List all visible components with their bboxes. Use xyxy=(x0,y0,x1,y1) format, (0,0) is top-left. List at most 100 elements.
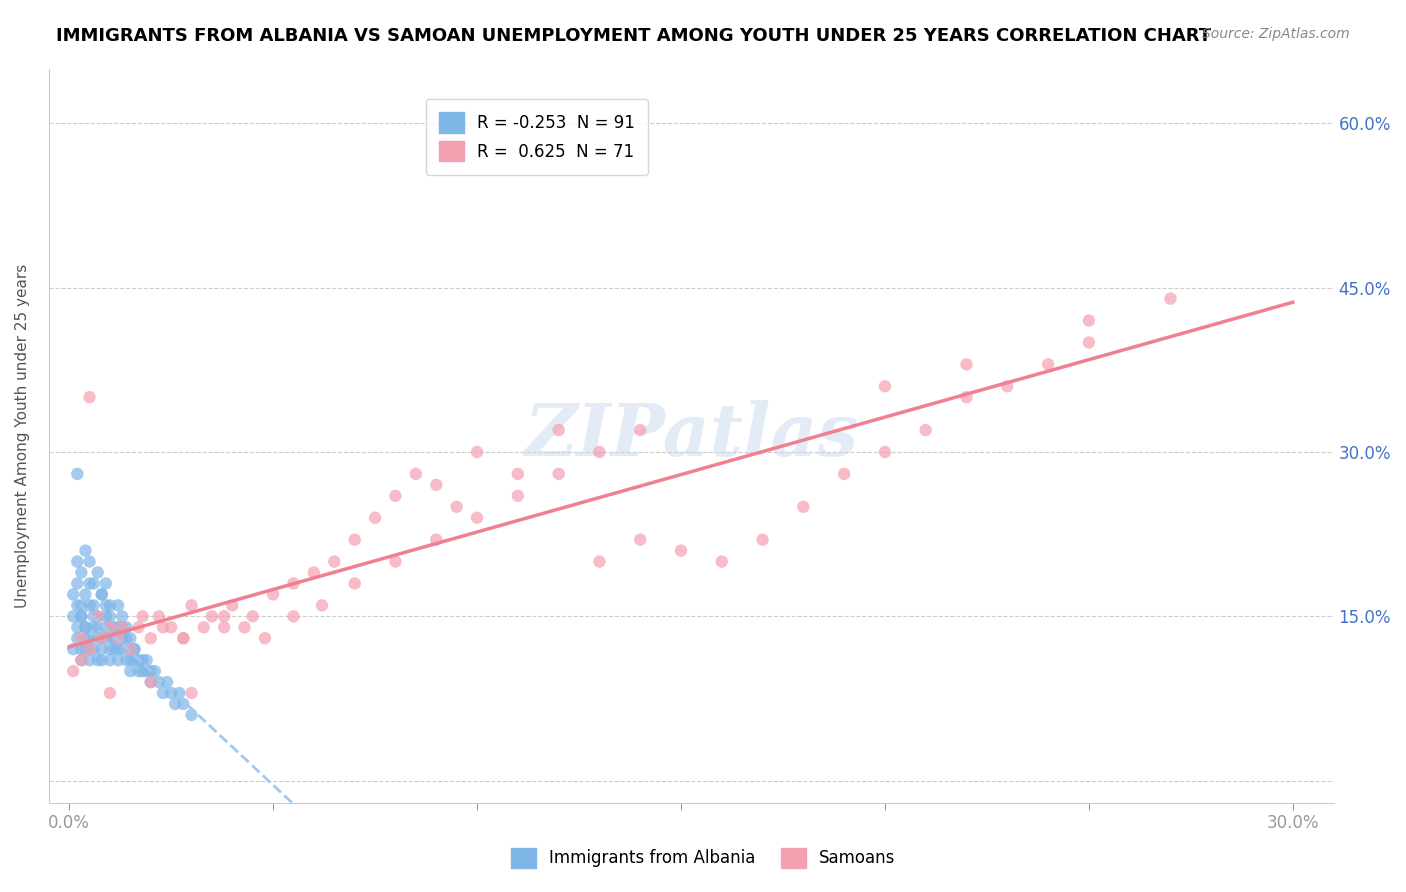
Point xyxy=(343,533,366,547)
Point xyxy=(111,620,134,634)
Point xyxy=(242,609,264,624)
Point xyxy=(1077,335,1099,350)
Point xyxy=(588,555,610,569)
Point xyxy=(262,587,284,601)
Point xyxy=(127,664,149,678)
Point xyxy=(98,599,121,613)
Point xyxy=(94,632,117,646)
Point xyxy=(143,664,166,678)
Point xyxy=(115,653,138,667)
Point xyxy=(90,632,112,646)
Point xyxy=(79,642,101,657)
Point xyxy=(103,632,125,646)
Point xyxy=(1036,357,1059,371)
Point xyxy=(405,467,427,481)
Point xyxy=(628,533,651,547)
Point xyxy=(98,686,121,700)
Point xyxy=(120,653,142,667)
Point xyxy=(201,609,224,624)
Point xyxy=(79,653,101,667)
Point xyxy=(139,632,162,646)
Point xyxy=(70,642,93,657)
Point xyxy=(124,642,146,657)
Point xyxy=(86,609,108,624)
Point xyxy=(83,620,105,634)
Point xyxy=(127,620,149,634)
Point xyxy=(62,642,84,657)
Point xyxy=(212,620,235,634)
Point xyxy=(120,664,142,678)
Point xyxy=(384,555,406,569)
Point xyxy=(955,357,977,371)
Point xyxy=(120,632,142,646)
Point xyxy=(253,632,276,646)
Point xyxy=(90,632,112,646)
Text: Source: ZipAtlas.com: Source: ZipAtlas.com xyxy=(1202,27,1350,41)
Point xyxy=(75,642,97,657)
Y-axis label: Unemployment Among Youth under 25 years: Unemployment Among Youth under 25 years xyxy=(15,263,30,607)
Point xyxy=(955,390,977,404)
Point xyxy=(323,555,346,569)
Point xyxy=(139,675,162,690)
Point xyxy=(135,653,157,667)
Point xyxy=(90,587,112,601)
Point xyxy=(79,642,101,657)
Point xyxy=(120,642,142,657)
Point xyxy=(75,587,97,601)
Point xyxy=(107,642,129,657)
Point xyxy=(86,632,108,646)
Point xyxy=(873,379,896,393)
Point xyxy=(70,599,93,613)
Point xyxy=(66,599,89,613)
Point xyxy=(160,686,183,700)
Point xyxy=(135,664,157,678)
Point xyxy=(94,576,117,591)
Point xyxy=(124,653,146,667)
Point xyxy=(172,697,194,711)
Point xyxy=(94,609,117,624)
Point xyxy=(79,576,101,591)
Point xyxy=(425,533,447,547)
Point xyxy=(90,587,112,601)
Legend: Immigrants from Albania, Samoans: Immigrants from Albania, Samoans xyxy=(505,841,901,875)
Point xyxy=(70,653,93,667)
Point xyxy=(79,599,101,613)
Point xyxy=(111,620,134,634)
Point xyxy=(127,653,149,667)
Point xyxy=(139,675,162,690)
Point xyxy=(131,609,153,624)
Point xyxy=(75,632,97,646)
Point xyxy=(66,620,89,634)
Point xyxy=(115,632,138,646)
Point xyxy=(90,642,112,657)
Point xyxy=(103,632,125,646)
Point xyxy=(751,533,773,547)
Point xyxy=(1077,313,1099,327)
Text: IMMIGRANTS FROM ALBANIA VS SAMOAN UNEMPLOYMENT AMONG YOUTH UNDER 25 YEARS CORREL: IMMIGRANTS FROM ALBANIA VS SAMOAN UNEMPL… xyxy=(56,27,1212,45)
Point xyxy=(465,445,488,459)
Point xyxy=(98,620,121,634)
Point xyxy=(148,675,170,690)
Point xyxy=(832,467,855,481)
Point xyxy=(98,620,121,634)
Point xyxy=(75,543,97,558)
Point xyxy=(70,609,93,624)
Point xyxy=(152,686,174,700)
Point xyxy=(70,632,93,646)
Point xyxy=(169,686,191,700)
Point xyxy=(103,642,125,657)
Point xyxy=(148,609,170,624)
Point xyxy=(588,445,610,459)
Point xyxy=(193,620,215,634)
Point xyxy=(465,510,488,524)
Point xyxy=(107,653,129,667)
Point xyxy=(160,620,183,634)
Point xyxy=(94,599,117,613)
Point xyxy=(180,599,202,613)
Point xyxy=(86,653,108,667)
Point xyxy=(83,642,105,657)
Point xyxy=(66,576,89,591)
Point xyxy=(107,620,129,634)
Point xyxy=(98,653,121,667)
Point xyxy=(83,576,105,591)
